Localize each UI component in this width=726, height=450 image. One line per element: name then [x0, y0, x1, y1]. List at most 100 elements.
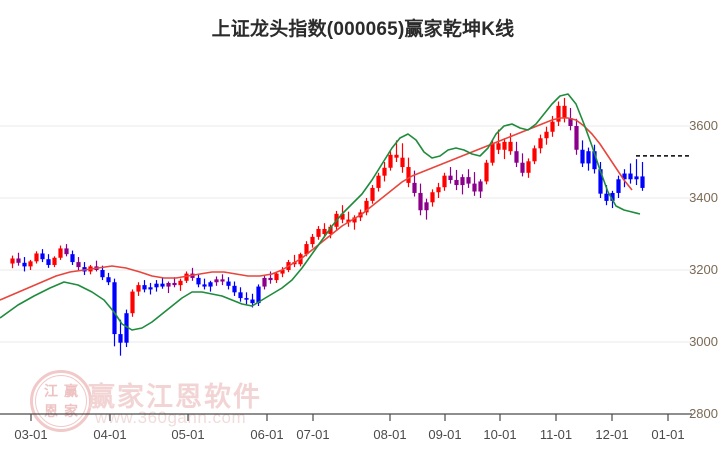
candle-body	[196, 277, 201, 285]
candle-body	[616, 179, 621, 193]
y-axis-label: 3400	[689, 190, 718, 205]
candle-body	[466, 177, 471, 184]
candle-body	[34, 253, 39, 262]
candle-body	[172, 282, 177, 286]
candle-body	[406, 167, 411, 183]
candle-body	[586, 151, 591, 164]
candle-body	[202, 284, 207, 287]
candle-body	[136, 285, 141, 292]
candle-body	[376, 175, 381, 188]
candle-body	[622, 173, 627, 180]
candle-body	[544, 131, 549, 139]
candle-body	[598, 169, 603, 194]
x-axis-label: 06-01	[250, 427, 284, 442]
candle-body	[322, 228, 327, 234]
candle-body	[46, 259, 51, 265]
candle-body	[328, 226, 333, 234]
candle-body	[604, 193, 609, 201]
candle-body	[412, 182, 417, 193]
ma-short-line	[0, 93, 641, 331]
y-axis-label: 2800	[689, 406, 718, 421]
candle-body	[184, 273, 189, 281]
candle-body	[388, 154, 393, 168]
candle-body	[418, 192, 423, 211]
candle-body	[430, 192, 435, 203]
y-axis-label: 3600	[689, 118, 718, 133]
candle-body	[220, 279, 225, 282]
candle-body	[238, 292, 243, 299]
candle-body	[112, 282, 117, 335]
candle-body	[340, 213, 345, 220]
candle-body	[508, 141, 513, 152]
x-axis-label: 09-01	[428, 427, 462, 442]
candle-body	[52, 257, 57, 265]
candle-body	[160, 283, 165, 287]
candle-body	[472, 183, 477, 192]
candle-body	[70, 254, 75, 263]
candle-body	[280, 270, 285, 274]
candle-body	[400, 157, 405, 168]
candle-body	[394, 154, 399, 158]
ma-long-line	[0, 117, 633, 301]
candle-body	[262, 277, 267, 287]
x-axis-label: 05-01	[171, 427, 205, 442]
candle-body	[520, 162, 525, 173]
candle-body	[526, 161, 531, 173]
candle-body	[478, 181, 483, 192]
candle-body	[268, 277, 273, 281]
candle-body	[442, 175, 447, 188]
watermark-url: www.360gann.com	[95, 408, 247, 427]
watermark-brand: 赢家江恩软件	[88, 382, 262, 412]
candle-body	[352, 217, 357, 223]
candle-body	[28, 261, 33, 267]
x-axis-label: 10-01	[483, 427, 517, 442]
candle-body	[532, 148, 537, 162]
seal-inner-ring	[35, 375, 87, 427]
candle-body	[382, 167, 387, 176]
candle-body	[76, 262, 81, 268]
y-axis-label: 3000	[689, 334, 718, 349]
candle-body	[514, 151, 519, 163]
candle-body	[370, 187, 375, 201]
candle-body	[178, 280, 183, 286]
candle-body	[484, 162, 489, 182]
candle-body	[364, 200, 369, 213]
candle-body	[40, 253, 45, 260]
candle-body	[346, 219, 351, 223]
candle-body	[250, 299, 255, 304]
watermark-seal: 江 赢 恩 家	[30, 370, 92, 432]
candle-body	[232, 285, 237, 293]
candle-body	[550, 121, 555, 132]
x-axis-label: 12-01	[595, 427, 629, 442]
candle-body	[640, 176, 645, 188]
candle-body	[634, 176, 639, 180]
candle-body	[22, 262, 27, 267]
candle-body	[208, 282, 213, 287]
candle-body	[166, 282, 171, 287]
candle-body	[100, 270, 105, 278]
candle-series	[10, 97, 645, 356]
candle-body	[580, 149, 585, 164]
seal-outer-ring	[30, 370, 92, 432]
candle-body	[502, 141, 507, 150]
page-title: 上证龙头指数(000065)赢家乾坤K线	[211, 19, 515, 40]
candle-body	[16, 258, 21, 263]
x-axis-label: 11-01	[539, 427, 573, 442]
candle-body	[562, 105, 567, 119]
x-axis-label: 03-01	[14, 427, 48, 442]
candle-body	[10, 258, 15, 264]
candle-body	[154, 283, 159, 288]
candle-body	[124, 313, 129, 343]
candle-body	[592, 151, 597, 170]
candle-body	[274, 273, 279, 281]
candle-body	[574, 126, 579, 150]
candle-body	[244, 298, 249, 300]
candle-body	[556, 105, 561, 122]
candle-body	[436, 187, 441, 193]
candle-body	[214, 279, 219, 283]
candle-body	[148, 287, 153, 290]
candle-body	[628, 173, 633, 180]
candle-body	[490, 143, 495, 163]
